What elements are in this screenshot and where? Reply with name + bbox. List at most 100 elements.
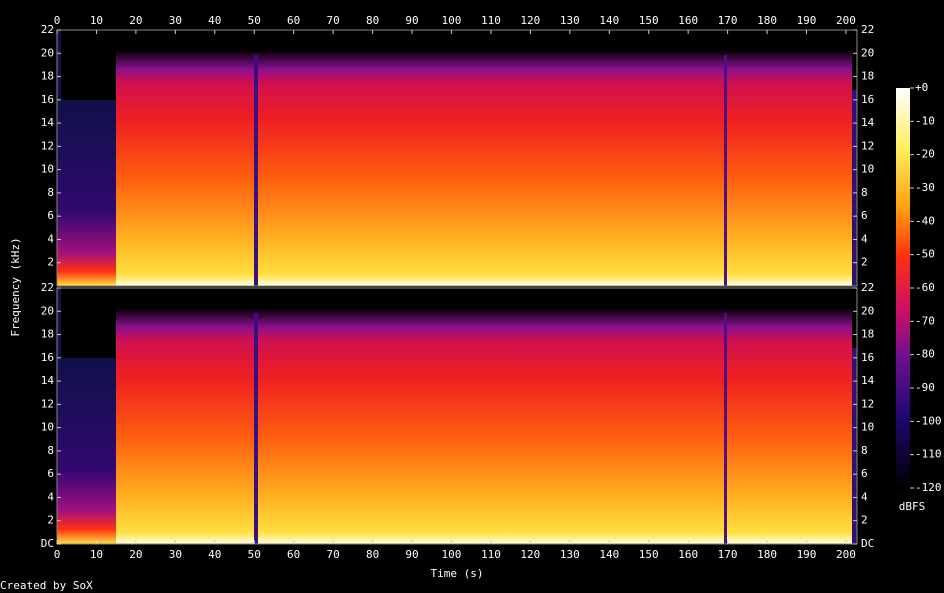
colorbar-tick-label: -50	[915, 248, 935, 261]
y-tick-label: 8	[47, 444, 54, 457]
x-tick-label: 40	[208, 548, 221, 561]
y-tick-label: 12	[861, 397, 874, 410]
y-tick-label: 8	[47, 186, 54, 199]
x-tick-label: 160	[678, 548, 698, 561]
colorbar-tick-label: -80	[915, 348, 935, 361]
x-tick-label: 20	[129, 14, 142, 27]
colorbar-tick-label: -70	[915, 314, 935, 327]
y-tick-label: 2	[861, 514, 868, 527]
y-tick-label: 20	[41, 304, 54, 317]
y-tick-label: 4	[861, 232, 868, 245]
y-tick-label: 10	[41, 163, 54, 176]
y-tick-label: 2	[861, 256, 868, 269]
x-tick-label: 150	[639, 548, 659, 561]
x-tick-label: 130	[560, 548, 580, 561]
x-tick-label: 120	[520, 548, 540, 561]
y-tick-label: 20	[861, 304, 874, 317]
y-tick-label: DC	[861, 537, 874, 550]
x-tick-label: 30	[169, 14, 182, 27]
colorbar-tick-label: -40	[915, 214, 935, 227]
colorbar-tick-label: -90	[915, 381, 935, 394]
x-tick-label: 150	[639, 14, 659, 27]
x-tick-label: 200	[836, 548, 856, 561]
y-tick-label: 16	[41, 351, 54, 364]
colorbar-tick-label: -60	[915, 281, 935, 294]
x-tick-label: 0	[54, 548, 61, 561]
y-tick-label: 4	[47, 490, 54, 503]
x-tick-label: 90	[405, 548, 418, 561]
x-tick-label: 160	[678, 14, 698, 27]
x-tick-label: 100	[442, 548, 462, 561]
y-tick-label: 6	[47, 467, 54, 480]
y-tick-label: 14	[41, 374, 55, 387]
y-tick-label: 10	[861, 421, 874, 434]
y-tick-label: 8	[861, 444, 868, 457]
colorbar-tick-label: -20	[915, 148, 935, 161]
x-tick-label: 60	[287, 14, 300, 27]
x-tick-label: 40	[208, 14, 221, 27]
spectrogram-image	[57, 288, 857, 544]
y-tick-label: 4	[861, 490, 868, 503]
colorbar-tick-label: -110	[915, 448, 942, 461]
x-tick-label: 200	[836, 14, 856, 27]
x-tick-label: 50	[248, 14, 261, 27]
colorbar-tick-label: -120	[915, 481, 942, 494]
y-tick-label: 6	[861, 467, 868, 480]
x-tick-label: 0	[54, 14, 61, 27]
plot-frame	[56, 29, 858, 287]
y-tick-label: 2	[47, 514, 54, 527]
y-tick-label: 22	[41, 23, 54, 36]
y-tick-label: 20	[41, 46, 54, 59]
y-tick-label: 14	[41, 116, 55, 129]
x-tick-label: 30	[169, 548, 182, 561]
x-tick-label: 20	[129, 548, 142, 561]
x-tick-label: 140	[599, 548, 619, 561]
y-axis-label: Frequency (kHz)	[9, 237, 22, 336]
y-tick-label: 4	[47, 232, 54, 245]
x-tick-label: 190	[797, 14, 817, 27]
y-tick-label: 8	[861, 186, 868, 199]
y-tick-label: 16	[861, 93, 874, 106]
y-tick-label: 16	[41, 93, 54, 106]
x-tick-label: 180	[757, 14, 777, 27]
y-tick-label: 10	[861, 163, 874, 176]
colorbar-tick-label: -10	[915, 114, 935, 127]
x-tick-label: 140	[599, 14, 619, 27]
spectrogram-image	[57, 30, 857, 286]
x-tick-label: 10	[90, 14, 103, 27]
x-tick-label: 90	[405, 14, 418, 27]
y-tick-label: 18	[41, 70, 54, 83]
x-tick-label: 100	[442, 14, 462, 27]
x-tick-label: 60	[287, 548, 300, 561]
x-tick-label: 170	[718, 14, 738, 27]
y-tick-label: 12	[41, 139, 54, 152]
x-tick-label: 80	[366, 14, 379, 27]
x-axis-label: Time (s)	[431, 567, 484, 580]
y-tick-label: 22	[41, 281, 54, 294]
x-tick-label: 130	[560, 14, 580, 27]
colorbar-tick-label: -30	[915, 181, 935, 194]
x-tick-label: 70	[327, 14, 340, 27]
y-tick-label: 22	[861, 281, 874, 294]
y-tick-label: 22	[861, 23, 874, 36]
y-tick-label: 18	[41, 328, 54, 341]
y-tick-label: 12	[41, 397, 54, 410]
colorbar	[896, 88, 910, 488]
x-tick-label: 120	[520, 14, 540, 27]
y-tick-label: 16	[861, 351, 874, 364]
x-tick-label: 70	[327, 548, 340, 561]
y-tick-label: DC	[41, 537, 54, 550]
plot-frame	[56, 287, 858, 545]
y-tick-label: 10	[41, 421, 54, 434]
y-tick-label: 18	[861, 70, 874, 83]
y-tick-label: 6	[861, 209, 868, 222]
x-tick-label: 110	[481, 14, 501, 27]
x-tick-label: 80	[366, 548, 379, 561]
y-tick-label: 14	[861, 116, 875, 129]
x-tick-label: 50	[248, 548, 261, 561]
x-tick-label: 180	[757, 548, 777, 561]
x-tick-label: 10	[90, 548, 103, 561]
colorbar-tick-label: -100	[915, 414, 942, 427]
